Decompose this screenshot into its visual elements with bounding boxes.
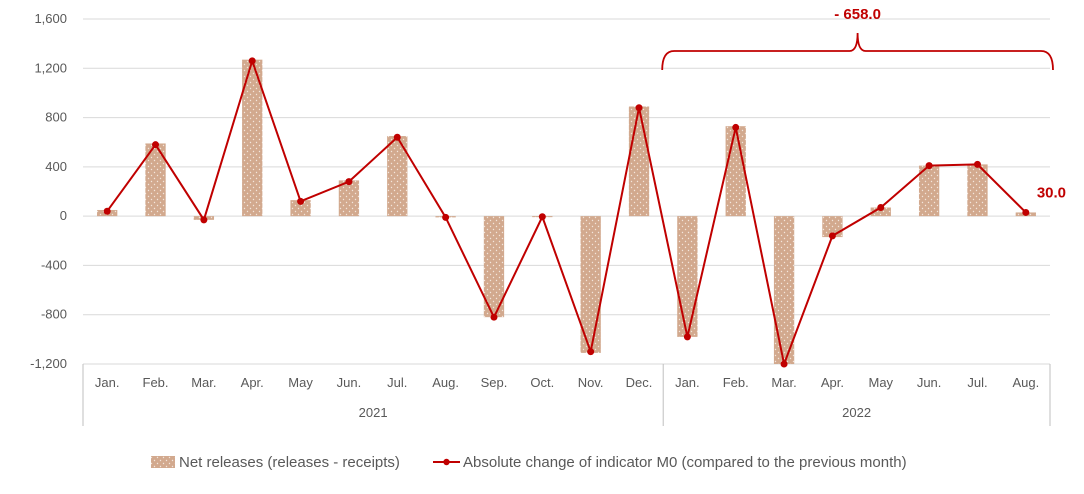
x-tick-label: Feb. [723,375,749,390]
x-tick-label: Aug. [432,375,459,390]
annotations: - 658.0 30.0 [661,6,1066,201]
x-tick-label: Apr. [821,375,844,390]
bar [290,200,311,217]
y-tick-label: 800 [45,110,67,125]
series-line [106,57,1027,368]
x-tick-label: Jan. [675,375,700,390]
x-tick-label: Nov. [578,375,604,390]
x-tick-label: Jun. [337,375,362,390]
y-tick-label: -800 [41,307,67,322]
line-point [587,348,595,356]
y-tick-label: -1,200 [30,356,67,371]
bar [677,216,698,337]
data-label: 30.0 [1037,184,1066,201]
x-tick-label: Dec. [626,375,653,390]
legend: Net releases (releases - receipts) Absol… [151,454,907,471]
bar [870,207,891,217]
line-point [828,232,836,240]
line-point [780,360,788,368]
bar [242,59,263,217]
y-tick-label: 1,200 [34,60,67,75]
bar [145,143,166,217]
line-point [538,213,546,221]
line-point [925,162,933,170]
x-tick-label: Mar. [771,375,796,390]
brace-label: - 658.0 [834,6,881,23]
bar [918,165,940,217]
legend-line-marker [443,458,450,466]
x-tick-label: Oct. [530,375,554,390]
line-point [732,123,740,131]
bar [628,106,650,217]
line-point [442,213,450,221]
line-point [297,197,305,205]
line-point [103,207,111,215]
legend-line-label: Absolute change of indicator M0 (compare… [463,454,907,471]
y-tick-label: 0 [60,208,67,223]
x-tick-label: May [868,375,893,390]
gridlines [83,18,1050,365]
x-tick-label: Jan. [95,375,120,390]
bar [387,136,408,217]
line-point [1022,208,1030,216]
legend-bar-label: Net releases (releases - receipts) [179,454,400,471]
x-tick-label: May [288,375,313,390]
line-point [490,313,498,321]
line-point [152,141,160,149]
line-point [393,133,401,141]
x-tick-label: Apr. [241,375,264,390]
bar [773,216,795,364]
line-point [345,178,353,186]
x-axis: Jan. Feb. Mar. Apr. May Jun. Jul. Aug. Sep. Oct. N… [82,364,1051,426]
x-tick-label: Jun. [917,375,942,390]
x-tick-label: Feb. [143,375,169,390]
bar [725,126,746,217]
bar [967,164,988,217]
line-point [973,160,981,168]
brace [661,32,1054,71]
x-tick-label: Mar. [191,375,216,390]
y-tick-label: 400 [45,159,67,174]
bar [580,216,601,353]
line-point [248,57,256,65]
bar [483,216,505,318]
legend-bar-swatch [151,456,175,468]
line-point [683,333,691,341]
y-tick-label: 1,600 [34,11,67,26]
year-label: 2022 [842,405,871,420]
line-point [877,204,885,212]
y-tick-label: -400 [41,257,67,272]
x-tick-label: Aug. [1012,375,1039,390]
x-tick-label: Sep. [481,375,508,390]
x-tick-label: Jul. [387,375,407,390]
year-label: 2021 [359,405,388,420]
line-point [635,104,643,112]
line-series [103,57,1030,368]
x-tick-label: Jul. [967,375,987,390]
y-axis: 1,600 1,200 800 400 0 -400 -800 -1,200 [30,11,67,371]
line-point [200,216,208,224]
bar [338,180,360,217]
